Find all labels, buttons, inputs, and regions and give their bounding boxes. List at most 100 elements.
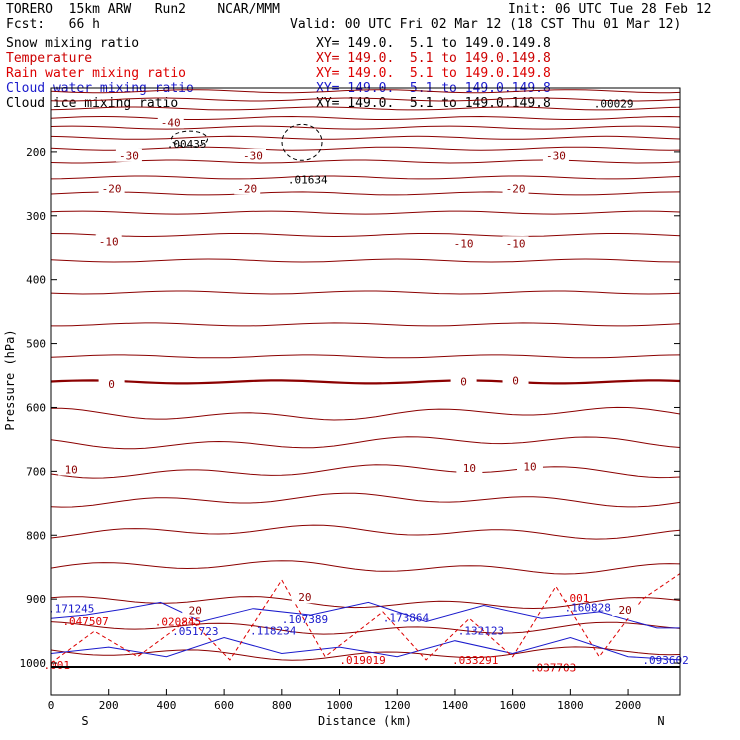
isotherm-line [50,97,681,102]
maximum-label: .001 [563,592,590,605]
legend-temperature-xy: XY= 149.0. 5.1 to 149.0.149.8 [316,51,551,66]
legend-snow-xy: XY= 149.0. 5.1 to 149.0.149.8 [316,36,551,51]
maximum-label: .00029 [594,97,634,110]
isotherm-line [51,322,681,327]
temperature-isotherms [50,89,681,661]
y-tick-label: 300 [26,210,46,223]
isotherm-label: -30 [119,150,139,163]
x-axis-title: Distance (km) [318,714,412,728]
isotherm-label: 10 [463,462,476,475]
plot-frame [50,87,681,696]
y-tick-label: 800 [26,529,46,542]
isotherm-label-bg [612,603,639,617]
header-init: Init: 06 UTC Tue 28 Feb 12 [508,2,712,17]
legend-rain: Rain water mixing ratio [6,66,187,81]
isotherm-label-bg [234,181,261,195]
maximum-label: .001 [44,659,71,672]
isotherm-line [50,290,681,295]
maximum-label: .171245 [48,603,94,616]
legend-rain-xy: XY= 149.0. 5.1 to 149.0.149.8 [316,66,551,81]
isotherm-line [50,159,681,164]
y-tick-label: 700 [26,465,46,478]
isotherm-label: -20 [102,182,122,195]
isotherm-label: -30 [546,150,566,163]
isotherm-label-bg [450,236,477,250]
y-tick-label: 200 [26,146,46,159]
isotherm-line [50,560,681,575]
isotherm-label-bg [456,461,483,475]
cloud-contours [50,123,681,664]
north-label: N [657,714,664,728]
isotherm-line [50,621,681,635]
maximum-label: .107389 [282,613,328,626]
isotherm-label-bg [542,148,569,162]
snow-contour [170,130,208,148]
rain-water-contour [50,573,681,664]
isotherm-line [50,210,681,215]
isotherm-line [50,379,681,385]
isotherm-label-bg [182,603,209,617]
isotherm-label: 20 [619,604,632,617]
maximum-label: .047507 [62,615,108,628]
isotherm-line [50,524,681,540]
isotherm-label: 0 [108,378,115,391]
y-tick-label: 500 [26,338,46,351]
maximum-label: .037703 [530,662,576,675]
x-tick-label: 0 [48,699,55,712]
isotherm-label-bg [516,459,543,473]
contour-labels: -40 -30 -30 -30 -20 -20 -20 -10 -10 -10 0 0 0 10 10 10 2… [44,97,689,674]
x-tick-label: 400 [156,699,176,712]
isotherm-line [50,354,681,359]
maximum-label: .01634 [288,173,328,186]
maximum-label: .132123 [458,624,504,637]
isotherm-label: -20 [237,182,257,195]
isotherm-label-bg [58,462,85,476]
maximum-label: .160828 [564,601,610,614]
isotherm-label-bg [450,374,477,388]
y-tick-label: 400 [26,274,46,287]
south-label: S [81,714,88,728]
isotherm-label-bg [239,148,266,162]
maximum-label: .020845 [155,616,201,629]
isotherm-label: 20 [298,591,311,604]
isotherm-line [50,464,681,479]
x-tick-label: 600 [214,699,234,712]
maximum-label: .118234 [250,624,297,637]
isotherm-label: 10 [65,463,78,476]
x-tick-label: 1600 [499,699,526,712]
isotherm-line [50,146,681,151]
isotherm-label-bg [291,590,318,604]
header-valid: Valid: 00 UTC Fri 02 Mar 12 (18 CST Thu … [290,17,682,32]
x-tick-label: 2000 [615,699,642,712]
isotherm-label: -10 [506,237,526,250]
x-tick-label: 1800 [557,699,584,712]
isotherm-label-bg [502,373,529,387]
x-tick-label: 1000 [326,699,353,712]
isotherm-label-bg [157,115,184,129]
maximum-label: .00435 [167,138,207,151]
isotherm-label-bg [502,181,529,195]
y-tick-label: 1000 [20,657,47,670]
isotherm-label-bg [98,181,125,195]
maximum-label: .093602 [642,654,688,667]
legend-snow: Snow mixing ratio [6,36,140,51]
isotherm-label: -20 [506,182,526,195]
isotherm-label: 20 [189,605,202,618]
isotherm-line [50,106,681,111]
cloud-ice-contour [281,123,323,161]
isotherm-label: 0 [460,375,467,388]
header-fcst: Fcst: 66 h [6,17,100,32]
isotherm-line [50,125,681,130]
isotherm-line [50,258,681,263]
isotherm-line [50,191,681,196]
isotherm-line [50,175,681,180]
y-tick-label: 600 [26,401,46,414]
isotherm-label: -40 [161,117,181,130]
x-tick-label: 200 [99,699,119,712]
isotherm-label: 0 [512,375,519,388]
y-tick-label: 900 [26,593,46,606]
isotherm-line [50,233,681,238]
isotherm-line [50,115,681,120]
isotherm-label-bg [98,376,125,390]
